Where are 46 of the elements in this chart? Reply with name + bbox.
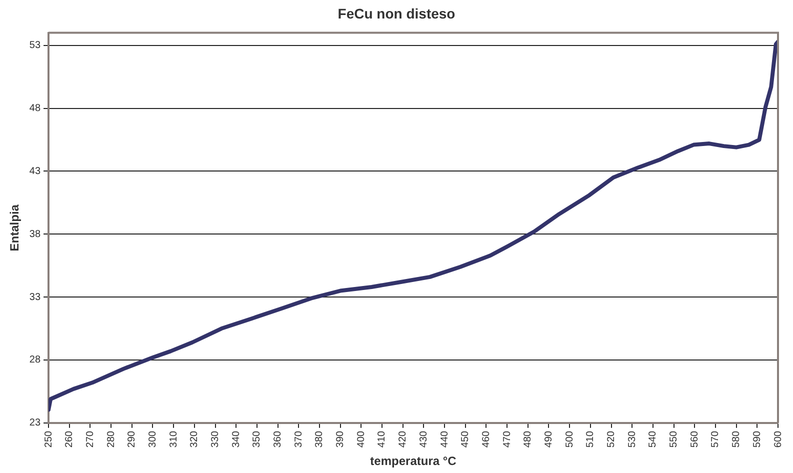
y-tick-label: 28 <box>29 354 41 366</box>
x-tick-label: 590 <box>752 430 763 448</box>
x-tick-label: 300 <box>147 430 158 448</box>
x-tick-label: 490 <box>543 430 554 448</box>
x-tick-label: 400 <box>356 430 367 448</box>
y-tick-label: 38 <box>29 228 41 240</box>
x-tick-label: 350 <box>252 430 263 448</box>
x-tick-label: 320 <box>189 430 200 448</box>
x-tick-label: 270 <box>84 430 96 448</box>
x-tick-label: 250 <box>43 430 54 448</box>
x-tick-label: 390 <box>335 430 346 448</box>
x-tick-label: 460 <box>480 430 492 448</box>
y-tick-label: 43 <box>29 166 41 177</box>
x-tick-label: 580 <box>731 430 742 448</box>
x-tick-label: 370 <box>293 430 304 448</box>
y-tick-label: 23 <box>29 418 41 429</box>
x-tick-label: 570 <box>710 430 722 448</box>
x-tick-label: 480 <box>522 430 534 448</box>
x-tick-label: 530 <box>626 430 638 448</box>
x-axis-title: temperatura °C <box>370 454 457 468</box>
x-tick-label: 430 <box>418 430 430 448</box>
y-axis-title: Entalpia <box>8 204 22 252</box>
x-tick-label: 380 <box>314 430 326 448</box>
x-tick-label: 440 <box>439 430 450 448</box>
x-tick-label: 500 <box>564 430 576 448</box>
x-tick-label: 260 <box>64 430 76 448</box>
x-tick-label: 290 <box>126 430 138 448</box>
x-tick-label: 360 <box>272 430 284 448</box>
y-tick-label: 48 <box>29 103 41 114</box>
x-tick-label: 560 <box>689 430 700 448</box>
x-tick-label: 510 <box>585 430 596 448</box>
x-tick-label: 450 <box>460 430 472 448</box>
x-tick-label: 550 <box>668 430 680 448</box>
chart-title: FeCu non disteso <box>338 5 456 22</box>
x-tick-label: 330 <box>210 430 222 448</box>
x-tick-label: 420 <box>398 430 409 448</box>
x-tick-label: 280 <box>106 430 117 448</box>
x-tick-label: 600 <box>772 430 784 448</box>
x-tick-label: 410 <box>376 430 388 448</box>
x-tick-label: 340 <box>230 430 242 448</box>
x-tick-label: 540 <box>648 430 659 448</box>
x-tick-label: 520 <box>606 430 618 448</box>
x-tick-label: 470 <box>502 430 513 448</box>
y-tick-label: 53 <box>29 40 41 52</box>
x-tick-label: 310 <box>168 430 180 448</box>
y-tick-label: 33 <box>29 292 41 303</box>
